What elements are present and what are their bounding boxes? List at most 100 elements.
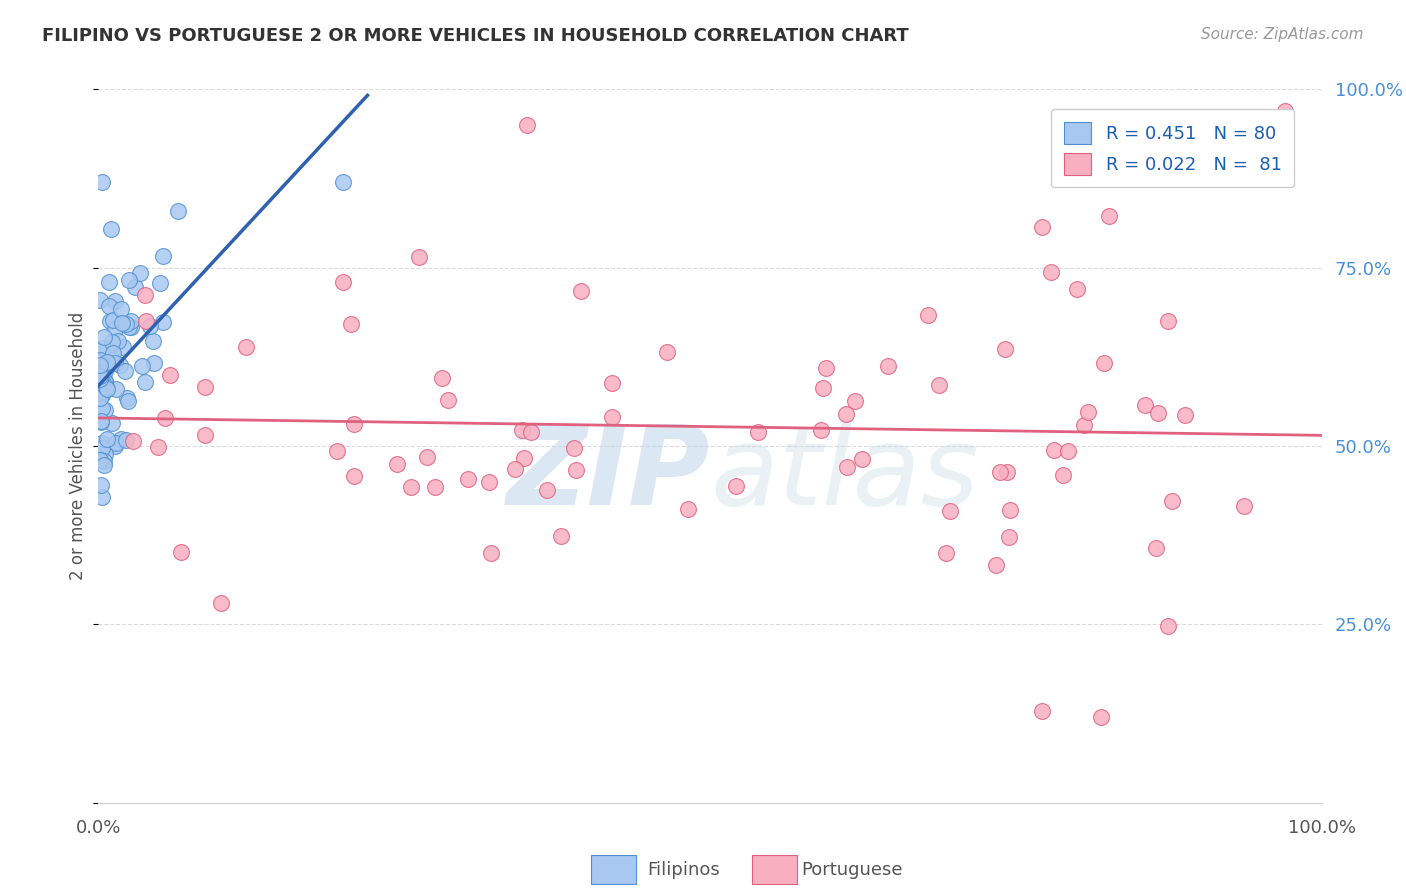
Point: [676, 502, 699, 516]
Legend: R = 0.451   N = 80, R = 0.022   N =  81: R = 0.451 N = 80, R = 0.022 N = 81: [1052, 109, 1295, 187]
Point: [94, 375, 117, 389]
Point: [325, 443, 347, 458]
Point: [155, 410, 177, 425]
Point: [565, 463, 588, 477]
Point: [725, 479, 748, 493]
Point: [193, 380, 215, 394]
Point: [1160, 494, 1182, 508]
Point: [94, 374, 117, 388]
Point: [457, 472, 479, 486]
Text: Source: ZipAtlas.com: Source: ZipAtlas.com: [1201, 27, 1364, 42]
Point: [343, 417, 366, 431]
Point: [100, 352, 122, 367]
Text: ZIP: ZIP: [506, 421, 710, 528]
Point: [96, 342, 118, 356]
Point: [416, 450, 439, 465]
Point: [152, 249, 174, 263]
Point: [815, 360, 838, 375]
Point: [89, 372, 111, 386]
Point: [512, 451, 534, 466]
Point: [90, 415, 112, 429]
Point: [91, 401, 114, 415]
Point: [98, 314, 121, 328]
Point: [100, 222, 122, 236]
Point: [114, 433, 136, 447]
Y-axis label: 2 or more Vehicles in Household: 2 or more Vehicles in Household: [69, 312, 87, 580]
Point: [93, 454, 115, 468]
Point: [159, 368, 181, 382]
Point: [114, 317, 136, 331]
Point: [96, 432, 118, 446]
Point: [101, 346, 124, 360]
Point: [101, 334, 124, 349]
Point: [170, 545, 193, 559]
Point: [152, 315, 174, 329]
Point: [90, 441, 112, 455]
Point: [1043, 442, 1066, 457]
Point: [115, 391, 138, 405]
Point: [89, 367, 111, 381]
Point: [1144, 541, 1167, 555]
Point: [90, 490, 112, 504]
Point: [478, 475, 501, 489]
Point: [339, 317, 361, 331]
Point: [194, 428, 217, 442]
Point: [89, 372, 111, 386]
Point: [134, 288, 156, 302]
Point: [928, 377, 950, 392]
Text: FILIPINO VS PORTUGUESE 2 OR MORE VEHICLES IN HOUSEHOLD CORRELATION CHART: FILIPINO VS PORTUGUESE 2 OR MORE VEHICLE…: [42, 27, 908, 45]
Point: [135, 314, 157, 328]
Point: [89, 387, 111, 401]
Point: [1090, 710, 1112, 724]
Point: [939, 503, 962, 517]
Point: [1233, 499, 1256, 513]
Point: [90, 387, 112, 401]
Point: [1077, 405, 1099, 419]
Point: [332, 175, 354, 189]
Point: [811, 380, 834, 394]
Point: [104, 382, 127, 396]
Point: [134, 375, 156, 389]
Point: [479, 546, 502, 560]
Point: [167, 203, 190, 218]
Point: [408, 251, 430, 265]
Point: [118, 273, 141, 287]
Point: [128, 267, 150, 281]
Point: [117, 394, 139, 409]
Point: [209, 596, 232, 610]
Point: [998, 530, 1021, 544]
Point: [89, 391, 111, 405]
Point: [89, 453, 111, 467]
Point: [96, 382, 118, 396]
Point: [89, 453, 111, 467]
Point: [342, 468, 364, 483]
Point: [96, 355, 118, 369]
Point: [94, 380, 117, 394]
Point: [235, 340, 257, 354]
Point: [436, 392, 458, 407]
Point: [90, 361, 112, 376]
Point: [93, 329, 115, 343]
Point: [988, 465, 1011, 479]
Point: [142, 334, 165, 348]
Point: [1098, 209, 1121, 223]
Point: [1274, 103, 1296, 118]
Point: [536, 483, 558, 497]
Point: [994, 342, 1017, 356]
Point: [1031, 220, 1053, 235]
Point: [104, 322, 127, 336]
Point: [505, 462, 527, 476]
Point: [1031, 704, 1053, 718]
Point: [111, 316, 134, 330]
Point: [94, 447, 117, 461]
Point: [1133, 398, 1156, 412]
Point: [104, 435, 127, 450]
Point: [98, 299, 121, 313]
Point: [550, 529, 572, 543]
Point: [835, 407, 858, 421]
Point: [111, 340, 134, 354]
Point: [747, 425, 769, 440]
Point: [1073, 418, 1095, 433]
Point: [89, 353, 111, 368]
Point: [520, 425, 543, 439]
